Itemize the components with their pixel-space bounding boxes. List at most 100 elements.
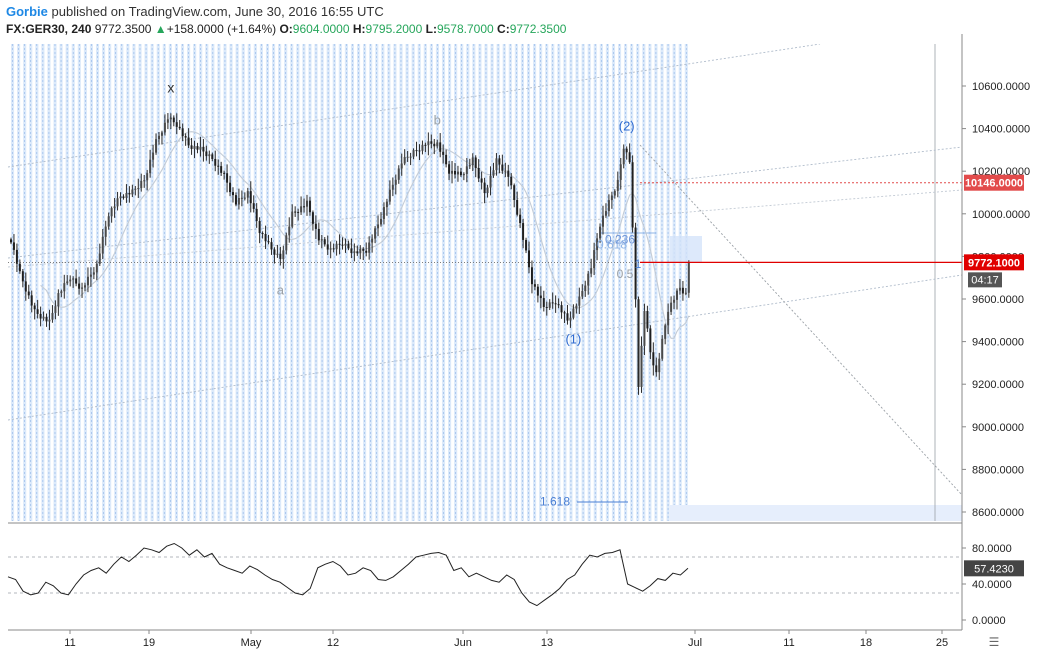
- candle-body: [489, 175, 492, 188]
- time-band: [265, 44, 270, 521]
- time-band: [205, 44, 209, 521]
- candle-body: [622, 148, 625, 165]
- candle-body: [45, 316, 48, 322]
- candle-body: [152, 152, 155, 160]
- candle-body: [18, 263, 21, 272]
- time-band: [514, 44, 518, 521]
- candle-body: [569, 317, 572, 321]
- candle-body: [667, 311, 670, 326]
- candle-body: [673, 299, 676, 303]
- time-band: [308, 44, 312, 521]
- fib-label: 1: [635, 257, 642, 271]
- candle-body: [146, 173, 149, 181]
- time-band: [369, 44, 373, 521]
- up-arrow-icon: ▲: [154, 22, 167, 36]
- candle-body: [528, 250, 530, 268]
- candle-body: [563, 312, 566, 314]
- candle-body: [519, 214, 522, 224]
- candle-body: [634, 227, 637, 300]
- candle-body: [403, 156, 406, 164]
- candle-body: [400, 163, 403, 169]
- candle-body: [155, 139, 158, 153]
- price-tag-label: 9772.1000: [968, 257, 1020, 269]
- candle-body: [474, 157, 477, 168]
- time-band: [399, 44, 403, 521]
- time-band: [35, 44, 39, 521]
- time-band: [654, 44, 658, 521]
- candle-body: [240, 197, 243, 199]
- candle-body: [610, 195, 613, 201]
- symbol-label[interactable]: FX:GER30, 240: [6, 22, 92, 36]
- candle-body: [448, 164, 451, 174]
- ohlc-legend: FX:GER30, 240 9772.3500 ▲+158.0000 (+1.6…: [6, 22, 566, 36]
- time-band: [490, 44, 494, 521]
- wave-label: (1): [565, 332, 581, 347]
- candle-body: [646, 311, 649, 329]
- candle-body: [347, 243, 350, 249]
- time-band: [575, 44, 579, 521]
- candle-body: [172, 117, 175, 123]
- candle-body: [681, 287, 684, 294]
- publisher-name[interactable]: Gorbie: [6, 4, 48, 19]
- candle-body: [308, 200, 311, 213]
- time-band: [624, 44, 628, 521]
- candle-body: [539, 295, 542, 299]
- candle-body: [220, 166, 223, 173]
- candle-body: [436, 142, 439, 147]
- candle-body: [640, 345, 643, 387]
- change-value: +158.0000 (+1.64%): [166, 22, 277, 36]
- candle-body: [427, 141, 430, 146]
- candle-body: [344, 243, 347, 246]
- time-band: [666, 44, 670, 521]
- price-tick-label: 9600.0000: [972, 294, 1024, 306]
- candle-body: [211, 154, 214, 159]
- candle-body: [98, 253, 101, 264]
- channel-line: [8, 44, 821, 168]
- candle-body: [306, 200, 308, 207]
- target-zone: [670, 505, 962, 521]
- candle-body: [285, 235, 288, 251]
- time-band: [496, 44, 500, 521]
- candle-body: [652, 352, 655, 366]
- candle-body: [252, 203, 255, 209]
- fib-label: 0.236: [605, 232, 635, 246]
- time-band: [478, 44, 482, 521]
- candle-body: [374, 228, 377, 239]
- time-band: [618, 44, 622, 521]
- candle-body: [536, 286, 539, 296]
- candle-body: [613, 190, 616, 196]
- price-tick-label: 9400.0000: [972, 337, 1024, 349]
- close-value: 9772.3500: [509, 22, 567, 36]
- candle-body: [234, 195, 237, 205]
- high-label: H:: [352, 22, 366, 36]
- drawings: [8, 44, 962, 503]
- fib-label: 1.618: [540, 494, 570, 508]
- time-tick-label: Jun: [454, 637, 472, 649]
- candle-body: [101, 236, 104, 254]
- candle-body: [504, 170, 507, 172]
- candle-body: [196, 146, 199, 150]
- candle-body: [10, 239, 12, 243]
- time-band: [405, 44, 409, 521]
- time-band: [150, 44, 154, 521]
- time-band: [174, 44, 178, 521]
- candle-body: [300, 206, 303, 213]
- candle-body: [664, 325, 667, 339]
- time-band: [545, 44, 549, 521]
- candle-body: [249, 191, 252, 204]
- time-band: [642, 44, 646, 521]
- candle-body: [684, 292, 687, 294]
- candle-body: [388, 189, 391, 202]
- price-tick-label: 9200.0000: [972, 379, 1024, 391]
- time-band: [211, 44, 215, 521]
- candle-body: [104, 226, 107, 237]
- candle-body: [149, 159, 152, 174]
- candle-body: [229, 182, 232, 193]
- time-band: [381, 44, 385, 521]
- candle-body: [545, 306, 548, 308]
- time-band: [278, 44, 282, 521]
- candle-body: [288, 226, 291, 236]
- candle-body: [12, 242, 15, 250]
- candle-body: [628, 152, 631, 163]
